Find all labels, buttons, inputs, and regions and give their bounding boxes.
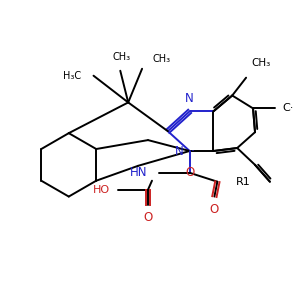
Text: N: N: [175, 146, 184, 158]
Text: HO: HO: [93, 184, 110, 195]
Text: O: O: [210, 202, 219, 215]
Text: C·: C·: [283, 103, 294, 113]
Text: ·: ·: [190, 146, 195, 158]
Text: R1: R1: [236, 177, 251, 187]
Text: H₃C: H₃C: [62, 71, 81, 81]
Text: O: O: [185, 166, 194, 179]
Text: CH₃: CH₃: [153, 54, 171, 64]
Text: CH₃: CH₃: [112, 52, 130, 62]
Text: N: N: [185, 92, 194, 105]
Text: O: O: [143, 212, 153, 224]
Text: HN: HN: [130, 166, 147, 179]
Text: CH₃: CH₃: [251, 58, 270, 68]
